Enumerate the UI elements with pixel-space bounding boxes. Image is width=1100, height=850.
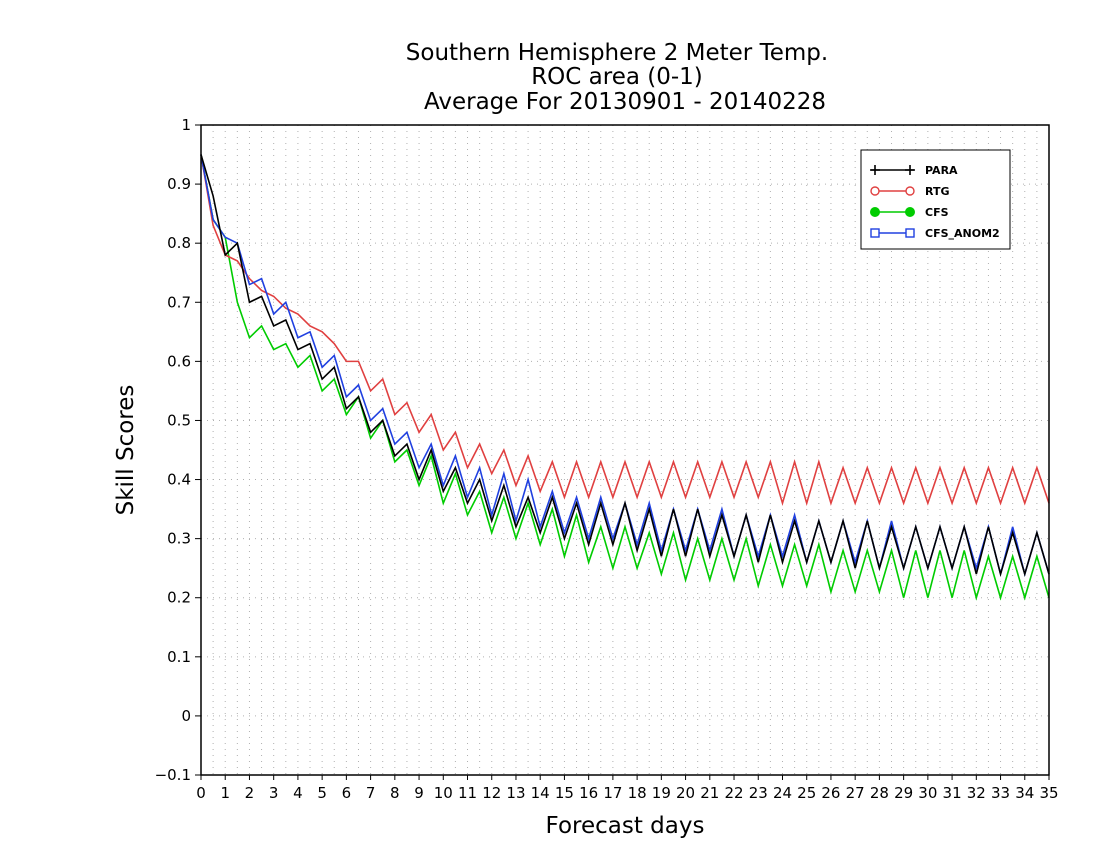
legend-marker-cfs — [905, 207, 915, 217]
x-tick-label: 9 — [414, 784, 424, 802]
x-tick-label: 31 — [943, 784, 962, 802]
x-tick-label: 24 — [773, 784, 792, 802]
x-tick-label: 10 — [434, 784, 453, 802]
legend-label-rtg: RTG — [925, 185, 950, 198]
x-tick-label: 32 — [967, 784, 986, 802]
x-tick-label: 21 — [700, 784, 719, 802]
x-tick-label: 17 — [603, 784, 622, 802]
series-line-rtg — [200, 154, 1050, 507]
chart-title-line-1: Southern Hemisphere 2 Meter Temp. — [406, 40, 828, 66]
x-tick-label: 14 — [531, 784, 550, 802]
x-tick-label: 12 — [482, 784, 501, 802]
x-tick-label: 5 — [317, 784, 327, 802]
x-axis-title: Forecast days — [546, 813, 705, 839]
y-tick-label: 0.7 — [167, 293, 191, 311]
y-tick-label: 0.6 — [167, 352, 191, 370]
y-tick-label: 1 — [181, 116, 191, 134]
legend-label-para: PARA — [925, 164, 958, 177]
y-tick-label: 0.4 — [167, 471, 191, 489]
legend-marker-rtg — [870, 186, 880, 196]
x-axis-ticks: 0 1 2 3 4 5 6 7 8 9 10 11 12 13 14 15 16 17 18 19 20 21 22 23 24… — [196, 775, 1059, 802]
x-tick-label: 26 — [821, 784, 840, 802]
series-lines — [200, 154, 1050, 601]
x-tick-label: 29 — [894, 784, 913, 802]
plot-frame — [200, 124, 1050, 776]
y-tick-label: 0.9 — [167, 175, 191, 193]
x-tick-label: 35 — [1039, 784, 1058, 802]
y-axis-title: Skill Scores — [113, 385, 139, 516]
y-tick-label: 0.3 — [167, 530, 191, 548]
x-tick-label: 18 — [628, 784, 647, 802]
x-tick-label: 4 — [293, 784, 303, 802]
x-tick-label: 19 — [652, 784, 671, 802]
x-tick-label: 11 — [458, 784, 477, 802]
y-tick-label: 0.8 — [167, 234, 191, 252]
x-tick-label: 25 — [797, 784, 816, 802]
x-tick-label: 27 — [846, 784, 865, 802]
x-tick-label: 13 — [506, 784, 525, 802]
x-tick-label: 0 — [196, 784, 206, 802]
y-tick-label: 0.5 — [167, 411, 191, 429]
y-tick-label: 0 — [181, 707, 191, 725]
x-tick-label: 3 — [269, 784, 279, 802]
legend-marker-cfs-anom2 — [905, 228, 915, 238]
x-tick-label: 23 — [749, 784, 768, 802]
x-tick-label: 16 — [579, 784, 598, 802]
chart-title-line-3: Average For 20130901 - 20140228 — [424, 89, 826, 115]
legend-marker-cfs — [870, 207, 880, 217]
x-tick-label: 20 — [676, 784, 695, 802]
legend-marker-para — [870, 165, 880, 175]
legend-marker-rtg — [905, 186, 915, 196]
legend-label-cfs: CFS — [925, 206, 949, 219]
x-tick-label: 15 — [555, 784, 574, 802]
chart-title-line-2: ROC area (0-1) — [531, 64, 703, 90]
legend-marker-para — [905, 165, 915, 175]
x-tick-label: 28 — [870, 784, 889, 802]
legend: PARA RTG CFS CFS_ANOM2 — [860, 149, 1011, 250]
legend-marker-cfs-anom2 — [870, 228, 880, 238]
legend-label-cfs-anom2: CFS_ANOM2 — [925, 227, 1000, 240]
x-tick-label: 33 — [991, 784, 1010, 802]
x-tick-label: 8 — [390, 784, 400, 802]
x-tick-label: 1 — [220, 784, 230, 802]
y-tick-label: 0.2 — [167, 589, 191, 607]
series-line-para — [200, 154, 1050, 578]
y-axis-ticks: −0.1 0 0.1 0.2 0.3 0.4 0.5 0.6 0.7 0.8 0.9 1 — [155, 116, 201, 784]
x-tick-label: 30 — [918, 784, 937, 802]
x-tick-label: 7 — [366, 784, 376, 802]
x-tick-label: 2 — [245, 784, 255, 802]
y-tick-label: 0.1 — [167, 648, 191, 666]
series-line-cfs — [200, 154, 1050, 601]
x-tick-label: 34 — [1015, 784, 1034, 802]
x-tick-label: 6 — [342, 784, 352, 802]
x-tick-label: 22 — [724, 784, 743, 802]
y-tick-label: −0.1 — [155, 766, 191, 784]
